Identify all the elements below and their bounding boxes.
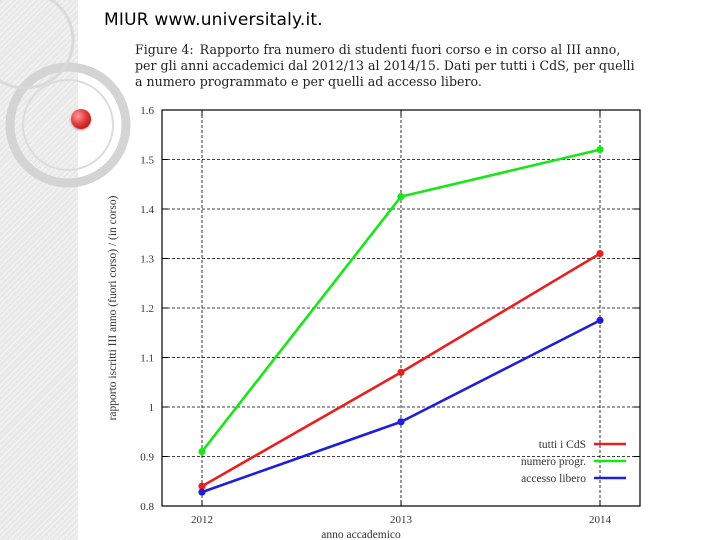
figure-caption-text: Rapporto fra numero di studenti fuori co… <box>135 42 635 89</box>
data-point <box>596 146 604 154</box>
y-tick-label: 0.8 <box>140 501 154 513</box>
y-axis-label: rapporto iscritti III anno (fuori corso)… <box>107 195 119 420</box>
y-tick-label: 1 <box>149 402 155 414</box>
y-tick-label: 1.5 <box>140 155 154 167</box>
data-point <box>596 249 604 258</box>
y-tick-label: 0.9 <box>140 452 154 464</box>
legend-label: tutti i CdS <box>539 439 586 451</box>
bullet-icon <box>71 109 91 129</box>
data-point <box>198 488 206 496</box>
y-tick-label: 1.3 <box>140 254 154 266</box>
page-title: MIUR www.universitaly.it. <box>104 10 323 30</box>
line-chart: 0.8 0.9 1 1.1 1.2 1.3 1.4 1.5 1.6 2012 2013 2014 ann… <box>107 105 641 540</box>
figure-caption: Figure 4: Rapporto fra numero di studenti… <box>135 42 645 90</box>
y-tick-label: 1.4 <box>140 204 154 216</box>
data-point <box>198 482 206 490</box>
x-tick-label: 2013 <box>390 514 413 526</box>
x-tick-label: 2014 <box>589 514 612 526</box>
legend-label: numero progr. <box>521 456 586 468</box>
sidebar-decoration <box>0 0 78 540</box>
y-tick-label: 1.1 <box>140 353 154 365</box>
y-tick-label: 1.6 <box>140 105 154 117</box>
data-point <box>198 447 206 456</box>
x-tick-label: 2012 <box>191 514 213 526</box>
figure-label: Figure 4: <box>135 42 194 57</box>
data-point <box>397 418 405 426</box>
data-point <box>397 368 405 376</box>
data-point <box>397 193 405 201</box>
legend-label: accesso libero <box>521 473 586 485</box>
y-tick-label: 1.2 <box>140 303 154 315</box>
data-point <box>596 316 604 324</box>
x-axis-label: anno accademico <box>321 529 401 540</box>
